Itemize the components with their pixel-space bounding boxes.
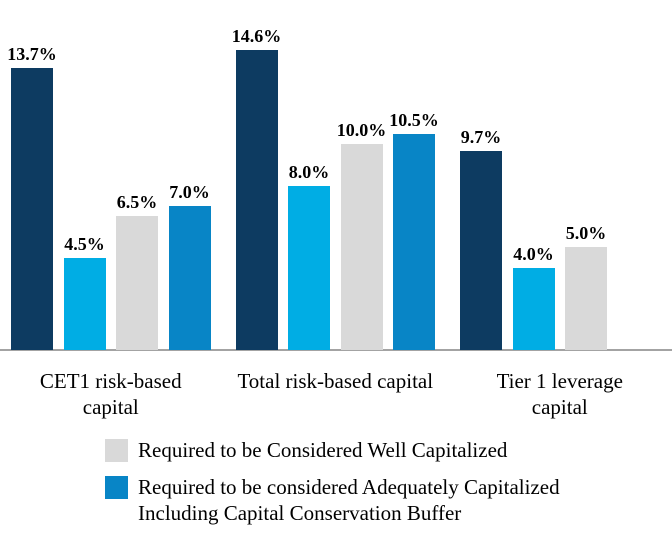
- bar: [235, 50, 278, 350]
- legend-label: Required to be considered Adequately Cap…: [138, 474, 560, 526]
- bar-value-label: 10.0%: [336, 120, 387, 140]
- legend-label: Required to be Considered Well Capitaliz…: [138, 437, 507, 463]
- bar-value-label: 13.7%: [7, 44, 57, 64]
- bar: [116, 216, 158, 350]
- legend-label-line: Required to be Considered Well Capitaliz…: [138, 438, 508, 462]
- legend-item: Required to be considered Adequately Cap…: [105, 474, 560, 526]
- category-label-line: capital: [531, 395, 588, 419]
- category-label-line: Total risk-based capital: [237, 369, 434, 393]
- bar-value-label: 7.0%: [169, 182, 210, 202]
- category-label: CET1 risk-based capital: [11, 368, 211, 420]
- bar: [565, 247, 607, 350]
- legend-label-line: Including Capital Conservation Buffer: [138, 501, 462, 525]
- bar: [11, 68, 53, 350]
- bar-value-label: 4.0%: [513, 244, 554, 264]
- bar-value-label: 14.6%: [231, 26, 282, 46]
- legend-swatch: [105, 439, 128, 462]
- category-label: Tier 1 leverage capital: [460, 368, 660, 420]
- bar-value-label: 8.0%: [288, 162, 330, 182]
- legend-swatch: [105, 476, 128, 499]
- category-label: Total risk-based capital: [236, 368, 436, 394]
- x-axis-line: [0, 349, 672, 351]
- legend-item: Required to be Considered Well Capitaliz…: [105, 437, 560, 463]
- bar-value-label: 6.5%: [116, 192, 158, 212]
- category-label-line: capital: [82, 395, 139, 419]
- bar: [460, 151, 502, 350]
- bar-value-label: 9.7%: [460, 127, 502, 147]
- bar: [512, 268, 555, 350]
- legend-label-line: Required to be considered Adequately Cap…: [138, 475, 560, 499]
- legend: Required to be Considered Well Capitaliz…: [105, 437, 560, 536]
- category-label-line: Tier 1 leverage: [496, 369, 623, 393]
- bar: [63, 258, 106, 350]
- bar-value-label: 10.5%: [389, 110, 439, 130]
- bar-value-label: 5.0%: [565, 223, 607, 243]
- bar: [168, 206, 211, 350]
- bar: [288, 186, 330, 350]
- bar-value-label: 4.5%: [64, 234, 105, 254]
- bar: [393, 134, 435, 350]
- bar: [340, 144, 383, 350]
- category-label-line: CET1 risk-based: [39, 369, 182, 393]
